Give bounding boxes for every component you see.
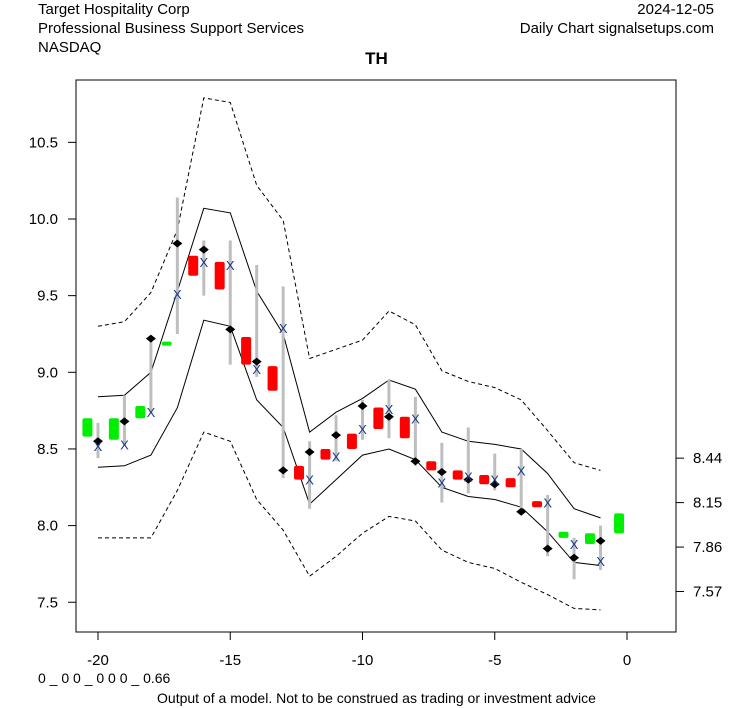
diamond-marker [251,357,262,366]
x-marker: X [147,405,156,420]
x-tick-label: 0 [623,652,631,669]
y-tick-label: 8.5 [37,441,58,458]
candle-body [399,416,410,439]
x-marker: X [385,402,394,417]
candle-body [346,433,357,449]
candle-body [479,475,490,485]
x-marker: X [570,537,579,552]
x-marker: X [464,470,473,485]
x-marker: X [305,473,314,488]
x-tick-label: -10 [352,652,374,669]
candle-body [584,533,595,544]
candle-body [558,531,569,538]
band-lines [97,97,601,611]
band-outer-lower [98,431,601,611]
candle-body [108,418,119,440]
diamond-marker [172,239,183,248]
disclaimer: Output of a model. Not to be construed a… [157,690,596,706]
y-tick-label: 8.0 [37,518,58,535]
range-bars [96,197,603,580]
x-tick-label: -15 [219,652,241,669]
candle-body [294,465,305,480]
candle-body [241,337,252,365]
candle-body [532,501,543,508]
y-axis-right: 8.44 8.15 7.86 7.57 [676,450,722,601]
diamond-marker [436,467,447,476]
signal-markers: X X X X X X X X X X X X X X X X X X X X [93,239,606,569]
model-code: 0 _ 0 0 _ 0 0 0 _ 0.66 [38,670,171,686]
y-tick-label: 9.0 [37,364,58,381]
x-marker: X [279,321,288,336]
diamond-marker [489,480,500,489]
x-marker: X [543,496,552,511]
x-axis: -20 -15 -10 -5 0 [87,632,631,669]
diamond-marker [595,536,606,545]
y-tick-label: 10.0 [29,211,58,228]
x-marker: X [173,287,182,302]
candle-body [452,470,463,480]
candle-body [614,513,625,534]
x-marker: X [358,422,367,437]
diamond-marker [278,466,289,475]
candle-body [505,478,516,488]
diamond-marker [304,448,315,457]
candle-body [214,261,225,290]
chart-title: TH [365,49,388,68]
y-tick-label: 9.5 [37,288,58,305]
right-tick-label: 7.86 [693,539,722,556]
candle-body [135,406,146,419]
x-marker: X [252,362,261,377]
chart-date: 2024-12-05 [637,1,714,18]
diamond-marker [569,553,580,562]
diamond-marker [410,457,421,466]
x-marker: X [438,476,447,491]
candle-body [188,255,199,276]
company-name: Target Hospitality Corp [38,1,190,18]
plot-frame [75,79,677,633]
candle-bodies [82,255,625,544]
right-tick-label: 8.44 [693,450,722,467]
x-marker: X [120,437,129,452]
x-tick-label: -20 [87,652,109,669]
y-axis-left: 7.5 8.0 8.5 9.0 9.5 10.0 10.5 [29,134,76,611]
x-marker: X [332,450,341,465]
x-marker: X [517,463,526,478]
band-outer-upper [97,97,601,471]
x-marker: X [490,473,499,488]
y-tick-label: 7.5 [37,594,58,611]
candle-body [320,448,331,460]
diamond-marker [357,402,368,411]
band-inner-lower [97,319,601,566]
diamond-marker [93,437,103,446]
diamond-marker [119,417,130,426]
diamond-marker [331,431,342,440]
candle-body [82,418,93,437]
diamond-marker [145,334,156,343]
exchange-label: NASDAQ [38,39,102,56]
x-marker: X [596,554,605,569]
candle-body [161,341,172,346]
candle-body [426,461,437,471]
diamond-marker [383,412,394,421]
diamond-marker [516,507,527,516]
x-marker: X [94,439,103,454]
diamond-marker [463,475,474,484]
chart-source: Daily Chart signalsetups.com [519,20,714,37]
diamond-marker [198,245,209,254]
candle-body [373,407,384,430]
right-tick-label: 8.15 [693,495,722,512]
diamond-marker [542,544,553,553]
x-marker: X [199,255,208,270]
x-marker: X [226,258,235,273]
y-tick-label: 10.5 [29,134,58,151]
x-tick-label: -5 [488,652,501,669]
band-inner-upper [97,207,601,519]
candle-body [267,366,278,391]
diamond-marker [225,325,236,334]
x-marker: X [411,411,420,426]
right-tick-label: 7.57 [693,584,722,601]
sector-label: Professional Business Support Services [38,20,304,37]
